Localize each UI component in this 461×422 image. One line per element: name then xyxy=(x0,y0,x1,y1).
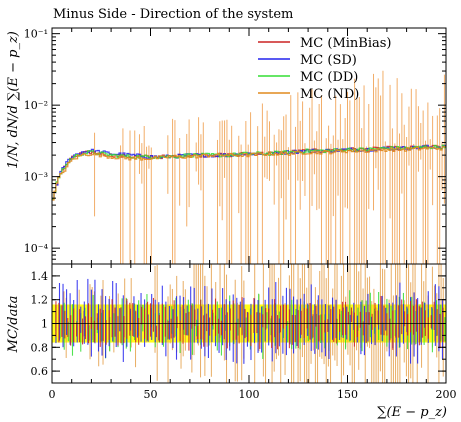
ratio-plot-area xyxy=(52,264,446,383)
ratio-panel: 0.6 0.8 1 1.2 1.4 0 50 100 150 200 xyxy=(31,263,457,401)
legend-label: MC (SD) xyxy=(300,53,357,68)
y-tick-label: 10⁻¹ xyxy=(24,28,48,41)
ratio-y-tick-label: 1.4 xyxy=(31,270,49,283)
main-y-axis-label: 1/N, dN/d ∑(E − p_z) xyxy=(6,31,21,169)
x-axis-label: ∑(E − p_z) xyxy=(377,405,447,420)
x-tick-label: 50 xyxy=(144,388,158,401)
main-panel: 10⁻¹ 10⁻² 10⁻³ 10⁻⁴ xyxy=(24,27,447,265)
y-tick-label: 10⁻⁴ xyxy=(24,242,49,255)
y-tick-label: 10⁻³ xyxy=(24,171,48,184)
legend-label: MC (DD) xyxy=(300,70,358,85)
ratio-y-axis-label: MC/data xyxy=(6,296,21,354)
ratio-y-tick-label: 0.8 xyxy=(31,341,49,354)
x-tick-label: 100 xyxy=(239,388,260,401)
series-line-mc-nd- xyxy=(52,146,446,201)
legend-label: MC (ND) xyxy=(300,87,359,102)
main-plot-area xyxy=(52,70,446,264)
ratio-y-tick-label: 0.6 xyxy=(31,365,49,378)
x-tick-label: 150 xyxy=(337,388,358,401)
x-tick-label: 0 xyxy=(49,388,56,401)
legend-label: MC (MinBias) xyxy=(300,36,392,51)
ratio-y-tick-label: 1 xyxy=(41,318,48,331)
ratio-y-tick-label: 1.2 xyxy=(31,294,49,307)
legend: MC (MinBias) MC (SD) MC (DD) MC (ND) xyxy=(258,36,392,102)
chart-title: Minus Side - Direction of the system xyxy=(53,7,293,22)
y-tick-label: 10⁻² xyxy=(24,99,48,112)
x-tick-label: 200 xyxy=(436,388,457,401)
